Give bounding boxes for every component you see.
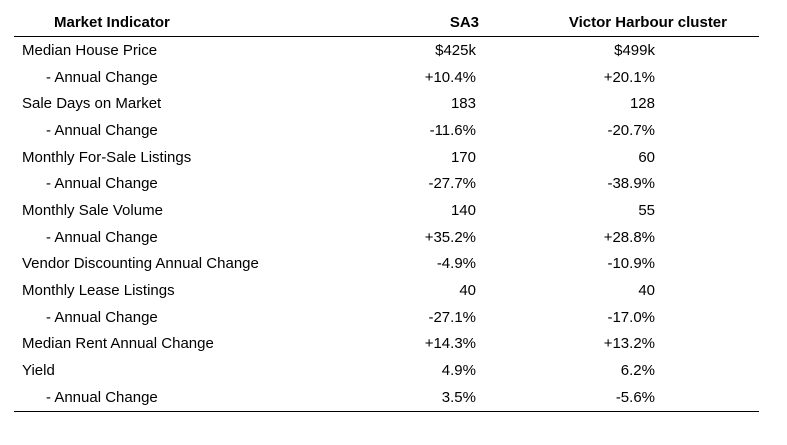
data-table: Market Indicator SA3 Victor Harbour clus…: [14, 8, 759, 412]
victor-harbour-value: 60: [638, 148, 655, 166]
victor-harbour-value: -38.9%: [607, 175, 655, 193]
sa3-value: -11.6%: [429, 121, 476, 139]
victor-harbour-value: -17.0%: [607, 308, 655, 326]
sa3-value: $425k: [435, 41, 476, 59]
row-label: - Annual Change: [46, 308, 158, 326]
table-row: - Annual Change 3.5% -5.6%: [14, 383, 759, 412]
row-label: - Annual Change: [14, 383, 314, 412]
victor-harbour-value: 55: [638, 201, 655, 219]
row-label: - Annual Change: [46, 68, 158, 86]
row-label: Yield: [22, 362, 55, 380]
sa3-value: -4.9%: [436, 255, 476, 273]
sa3-value: +10.4%: [424, 68, 476, 86]
victor-harbour-value: -20.7%: [607, 121, 655, 139]
table-row: Median House Price $425k $499k: [14, 37, 759, 64]
sa3-value: 4.9%: [441, 362, 476, 380]
row-label: - Annual Change: [46, 121, 158, 139]
victor-harbour-value: 128: [629, 95, 655, 113]
table-row: - Annual Change -27.7% -38.9%: [14, 170, 759, 197]
table-row: Median Rent Annual Change +14.3% +13.2%: [14, 331, 759, 358]
sa3-value: 3.5%: [314, 383, 484, 412]
row-label: Monthly Lease Listings: [22, 282, 175, 300]
table-row: - Annual Change -27.1% -17.0%: [14, 304, 759, 331]
sa3-value: 170: [450, 148, 476, 166]
victor-harbour-value: -10.9%: [607, 255, 655, 273]
victor-harbour-value: -5.6%: [484, 383, 759, 412]
header-row: Market Indicator SA3 Victor Harbour clus…: [14, 8, 759, 37]
table-row: - Annual Change +35.2% +28.8%: [14, 224, 759, 251]
table-row: Vendor Discounting Annual Change -4.9% -10…: [14, 251, 759, 278]
sa3-value: 40: [459, 282, 476, 300]
table-row: Yield 4.9% 6.2%: [14, 357, 759, 384]
victor-harbour-value: +13.2%: [603, 335, 655, 353]
sa3-value: 183: [450, 95, 476, 113]
table-row: Monthly Sale Volume 140 55: [14, 197, 759, 224]
victor-harbour-value: 6.2%: [620, 362, 655, 380]
row-label: - Annual Change: [46, 175, 158, 193]
table-row: - Annual Change +10.4% +20.1%: [14, 64, 759, 91]
table-row: - Annual Change -11.6% -20.7%: [14, 117, 759, 144]
sa3-value: 140: [450, 201, 476, 219]
table-body: Median House Price $425k $499k - Annual Cha…: [14, 37, 759, 412]
market-indicator-table: Market Indicator SA3 Victor Harbour clus…: [14, 8, 759, 412]
victor-harbour-value: 40: [638, 282, 655, 300]
sa3-value: -27.1%: [428, 308, 476, 326]
table-row: Monthly Lease Listings 40 40: [14, 277, 759, 304]
row-label: Median House Price: [22, 41, 158, 59]
row-label: Vendor Discounting Annual Change: [22, 255, 259, 273]
row-label: Monthly Sale Volume: [22, 201, 163, 219]
victor-harbour-value: +28.8%: [603, 228, 655, 246]
header-victor-harbour-cluster: Victor Harbour cluster: [484, 8, 759, 37]
sa3-value: -27.7%: [428, 175, 476, 193]
table-row: Monthly For-Sale Listings 170 60: [14, 144, 759, 171]
header-sa3: SA3: [314, 8, 484, 37]
sa3-value: +14.3%: [424, 335, 476, 353]
table-row: Sale Days on Market 183 128: [14, 90, 759, 117]
victor-harbour-value: +20.1%: [603, 68, 655, 86]
row-label: Sale Days on Market: [22, 95, 162, 113]
sa3-value: +35.2%: [424, 228, 476, 246]
row-label: Median Rent Annual Change: [22, 335, 214, 353]
row-label: Monthly For-Sale Listings: [22, 148, 192, 166]
header-market-indicator: Market Indicator: [14, 8, 314, 37]
row-label: - Annual Change: [46, 228, 158, 246]
victor-harbour-value: $499k: [614, 41, 655, 59]
